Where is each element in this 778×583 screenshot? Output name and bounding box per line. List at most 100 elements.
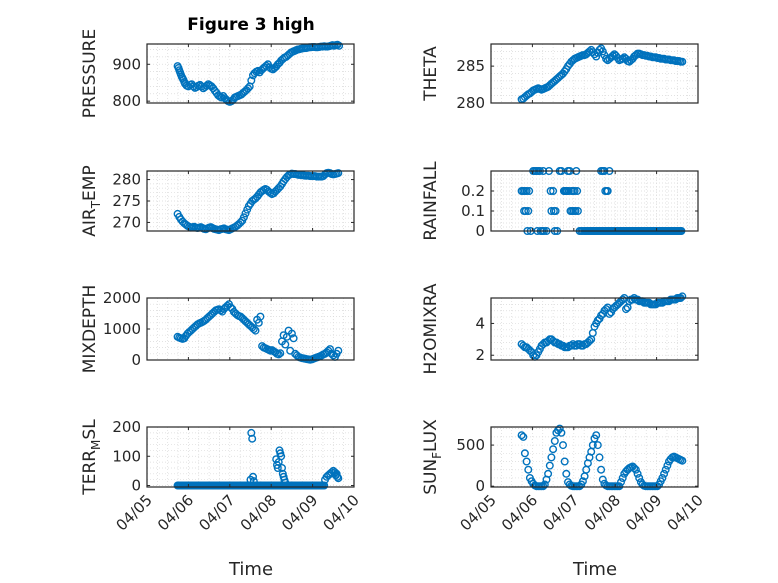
axes-box <box>490 297 699 361</box>
subplot-sun-flux: 0500SUNFLUX04/0504/0604/0704/0804/0904/1… <box>421 419 707 535</box>
axes-box <box>146 43 355 104</box>
data-point <box>618 474 627 483</box>
data-point <box>248 472 257 481</box>
data-point <box>335 41 344 50</box>
data-point <box>522 186 531 195</box>
y-tick-label: 0 <box>475 477 485 495</box>
subplot-pressure: 800 900 PRESSURE <box>80 29 355 118</box>
data-point <box>551 206 560 215</box>
y-axis-label: RAINFALL <box>421 161 441 241</box>
data-point <box>251 326 260 335</box>
y-tick-label: 1000 <box>103 320 141 338</box>
y-tick-label: 100 <box>112 447 141 465</box>
data-point <box>578 477 587 486</box>
data-point <box>593 441 602 450</box>
data-point <box>617 478 626 487</box>
y-tick-label: 0 <box>131 351 141 369</box>
data-point <box>277 452 286 461</box>
data-point <box>266 188 275 197</box>
data-point <box>597 465 606 474</box>
data-point <box>570 186 579 195</box>
subplot-theta: 280 285 THETA <box>421 43 699 112</box>
data-point <box>525 186 534 195</box>
y-axis-label: THETA <box>421 46 441 102</box>
data-point <box>247 76 256 85</box>
data-point <box>524 206 533 215</box>
data-point <box>202 81 211 90</box>
y-axis-label: AIRTEMP <box>80 165 103 236</box>
data-point <box>658 474 667 483</box>
data-point <box>550 437 559 446</box>
data-point <box>278 464 287 473</box>
data-point <box>618 54 627 63</box>
data-point <box>559 441 568 450</box>
data-point <box>253 66 262 75</box>
data-point <box>281 340 290 349</box>
data-point <box>334 346 343 355</box>
y-axis-label: SUNFLUX <box>421 419 444 495</box>
data-point <box>661 465 670 474</box>
data-point <box>331 471 340 480</box>
data-point <box>592 52 601 61</box>
y-tick-label: 0.1 <box>461 202 485 220</box>
data-point <box>248 434 257 443</box>
subplot-rainfall: 0 0.1 0.2 RAINFALL <box>421 161 699 241</box>
data-point <box>562 469 571 478</box>
data-point <box>549 186 558 195</box>
data-point <box>598 47 607 56</box>
y-tick-label: 900 <box>112 55 141 73</box>
data-point <box>197 82 206 91</box>
y-tick-label: 280 <box>112 171 141 189</box>
data-point <box>602 54 611 63</box>
data-point <box>334 169 343 178</box>
data-point <box>545 461 554 470</box>
axes-box <box>146 426 355 488</box>
data-point <box>622 305 631 314</box>
y-axis-label: H2OMIXRA <box>421 283 441 374</box>
data-point <box>544 469 553 478</box>
data-point <box>333 472 342 481</box>
y-tick-label: 280 <box>456 94 485 112</box>
data-point <box>592 431 601 440</box>
data-point <box>289 334 298 343</box>
data-point <box>276 349 285 358</box>
data-point <box>274 350 283 359</box>
data-point <box>547 453 556 462</box>
data-point <box>615 482 624 491</box>
data-point <box>521 206 530 215</box>
y-axis-label: TERRMSL <box>80 419 103 496</box>
data-point <box>557 428 566 437</box>
data-point <box>564 186 573 195</box>
subplot-air-temp: 270 275 280 AIRTEMP <box>80 165 355 237</box>
figure-title: Figure 3 high <box>187 15 315 35</box>
data-point <box>573 186 582 195</box>
data-point <box>598 475 607 484</box>
data-point <box>585 336 594 345</box>
y-tick-label: 4 <box>475 314 485 332</box>
data-point <box>522 457 531 466</box>
data-point <box>630 464 639 473</box>
y-tick-label: 275 <box>112 192 141 210</box>
data-point <box>631 465 640 474</box>
data-point <box>239 213 248 222</box>
subplot-grid: 800 900 PRESSURE 280 285 THETA 270 275 280 AIRTEM… <box>80 29 707 535</box>
subplot-h2omixra: 2 4 H2OMIXRA <box>421 283 699 375</box>
data-point <box>326 345 335 354</box>
data-point <box>549 445 558 454</box>
data-point <box>547 206 556 215</box>
x-axis-label-right: Time <box>572 559 617 580</box>
data-point <box>603 186 612 195</box>
data-point <box>560 457 569 466</box>
data-point <box>243 84 252 93</box>
data-point <box>320 481 329 490</box>
data-point <box>635 474 644 483</box>
y-tick-label: 0 <box>131 477 141 495</box>
data-point <box>247 428 256 437</box>
y-tick-label: 285 <box>456 57 485 75</box>
data-point <box>519 432 528 441</box>
axes-box <box>490 170 699 232</box>
y-tick-label: 2 <box>475 346 485 364</box>
data-point <box>678 456 687 465</box>
